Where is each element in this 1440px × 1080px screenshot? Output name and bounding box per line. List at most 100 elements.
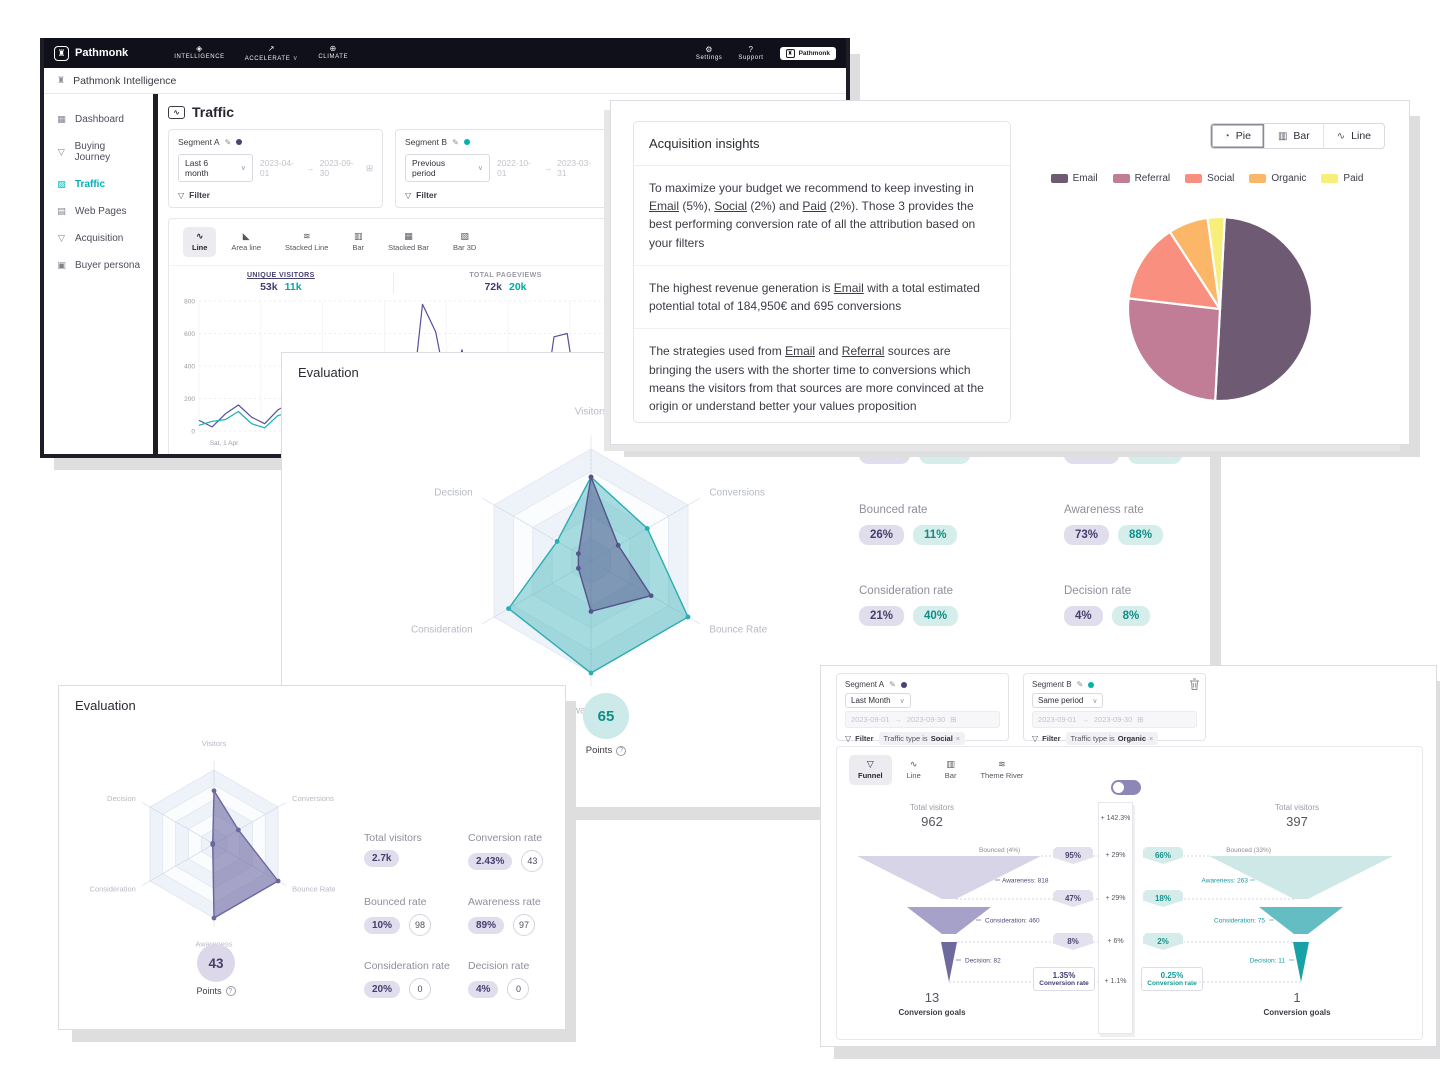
pathmonk-logo[interactable]: ♜ Pathmonk — [54, 45, 128, 61]
stat-cell: Consideration rate 20% 0 — [364, 960, 468, 1000]
segment-b-date-range[interactable]: 2022-10-01 → 2023-03-31 ⊞ — [496, 158, 611, 178]
calendar-icon: ⊞ — [365, 162, 373, 173]
sidebar: ▦ Dashboard ▽ Buying Journey ▨ Traffic ▤ Web… — [44, 94, 158, 454]
tab-theme-river[interactable]: ≋ Theme River — [980, 759, 1024, 781]
funnel-chart-card: ▽ Funnel ∿ Line ▥ Bar ≋ Theme River Total vi… — [836, 746, 1423, 1040]
edit-pencil-icon[interactable]: ✎ — [224, 137, 232, 147]
sidebar-item-buying-journey[interactable]: ▽ Buying Journey — [44, 133, 153, 171]
sidebar-item-buyer-persona[interactable]: ▣ Buyer persona — [44, 252, 153, 279]
segment-a-period-select[interactable]: Last 6 month ∨ — [178, 154, 253, 182]
filter-icon: ▽ — [1032, 734, 1039, 743]
metric-total-pageviews[interactable]: TOTAL PAGEVIEWS 72k 20k — [392, 272, 618, 293]
insight-paragraph: The highest revenue generation is Email … — [634, 266, 1010, 330]
persona-icon: ▣ — [57, 260, 66, 270]
bar-3d-icon: ▧ — [460, 231, 469, 241]
stat-cell: Awareness rate 73% 88% — [1064, 504, 1269, 545]
sidebar-item-traffic[interactable]: ▨ Traffic — [44, 171, 153, 198]
legend-swatch — [1050, 174, 1068, 183]
tab-stacked-bar[interactable]: ▦ Stacked Bar — [388, 231, 429, 253]
legend-item[interactable]: Email — [1050, 173, 1098, 184]
support-button[interactable]: ? Support — [738, 45, 763, 61]
comparison-toggle[interactable] — [1111, 780, 1141, 795]
edit-pencil-icon[interactable]: ✎ — [889, 680, 896, 689]
tab-line[interactable]: ∿ Line — [183, 227, 217, 257]
legend-item[interactable]: Paid — [1321, 173, 1363, 184]
legend-item[interactable]: Social — [1185, 173, 1234, 184]
stat-cell: Bounced rate 10% 98 — [364, 896, 468, 936]
segment-a-filter-button[interactable]: ▽ Filter — [845, 734, 874, 743]
pie-view-button[interactable]: ◔ Pie — [1211, 124, 1264, 148]
tab-stacked-line[interactable]: ≋ Stacked Line — [285, 231, 329, 253]
legend-item[interactable]: Referral — [1112, 173, 1170, 184]
segment-b-filter-button[interactable]: ▽ Filter — [1032, 734, 1061, 743]
segment-a-filter-button[interactable]: ▽ Filter — [178, 190, 210, 200]
theme-river-icon: ≋ — [998, 759, 1006, 769]
segment-b-period-select[interactable]: Previous period ∨ — [405, 154, 490, 182]
settings-button[interactable]: ⚙ Settings — [696, 45, 722, 61]
segment-a-value-badge: 1.33% — [1064, 444, 1119, 464]
bar-view-button[interactable]: ▥ Bar — [1263, 124, 1323, 148]
segment-b-period-select[interactable]: Same period ∨ — [1032, 693, 1104, 708]
nav-accelerate[interactable]: ↗ ACCELERATE ∨ — [245, 44, 299, 62]
breadcrumb-label: Pathmonk Intelligence — [73, 74, 177, 87]
breadcrumb-app-icon: ♜ — [57, 75, 66, 85]
legend-swatch — [1249, 174, 1267, 183]
help-icon[interactable]: ? — [225, 986, 236, 996]
edit-pencil-icon[interactable]: ✎ — [1076, 680, 1084, 689]
tab-line[interactable]: ∿ Line — [906, 759, 921, 781]
legend-item[interactable]: Organic — [1249, 173, 1306, 184]
tab-bar[interactable]: ▥ Bar — [352, 231, 365, 253]
segment-b-card: Segment B ✎ Same period ∨ 2023-09-01 → 2023-… — [1023, 673, 1206, 745]
sidebar-item-dashboard[interactable]: ▦ Dashboard — [44, 106, 153, 133]
sidebar-item-web-pages[interactable]: ▤ Web Pages — [44, 198, 153, 225]
segment-a-date-range[interactable]: 2023-09-01 → 2023-09-30 ⊞ — [845, 711, 1000, 728]
svg-text:Decision: 11: Decision: 11 — [1250, 958, 1286, 965]
sidebar-item-label: Traffic — [75, 179, 106, 190]
pie-legend: Email Referral Social Organic Paid — [1025, 173, 1389, 184]
acquisition-insights-window: Acquisition insights To maximize your bu… — [610, 100, 1410, 445]
delete-segment-icon[interactable] — [1189, 678, 1200, 691]
total-visitors-label: Total visitors — [1274, 803, 1319, 812]
stat-cell: Decision rate 4% 0 — [468, 960, 562, 1000]
acquisition-pie-card: ◔ Pie ▥ Bar ∿ Line Email Referral Social Or… — [1025, 121, 1389, 423]
metric-unique-visitors[interactable]: UNIQUE VISITORS 53k 11k — [246, 272, 315, 293]
svg-text:Decision: Decision — [107, 794, 136, 803]
help-icon[interactable]: ? — [616, 745, 627, 756]
tab-bar[interactable]: ▥ Bar — [944, 759, 957, 781]
svg-text:Conversions: Conversions — [709, 488, 765, 499]
traffic-chart-icon: ∿ — [168, 105, 185, 119]
conversion-rate-box: 0.25% Conversion rate — [1141, 967, 1203, 991]
value-badge: 4% — [468, 980, 499, 998]
remove-filter-icon: × — [955, 734, 961, 743]
sidebar-item-acquisition[interactable]: ▽ Acquisition — [44, 225, 153, 252]
tab-funnel[interactable]: ▽ Funnel — [849, 755, 892, 785]
filter-chip-organic[interactable]: Traffic type is Organic × — [1065, 732, 1159, 745]
segment-a-period-select[interactable]: Last Month ∨ — [845, 693, 911, 708]
segment-b-date-range[interactable]: 2023-09-01 → 2023-09-30 ⊞ — [1032, 711, 1197, 728]
svg-text:Consideration: 460: Consideration: 460 — [985, 918, 1040, 925]
segment-a-date-range[interactable]: 2023-04-01 → 2023-09-30 ⊞ — [259, 158, 373, 178]
segment-b-value-badge: 40% — [913, 606, 959, 626]
calendar-icon: ⊞ — [603, 162, 611, 173]
tab-area-line[interactable]: ◣ Area line — [231, 231, 262, 253]
total-visitors-value: 397 — [1286, 814, 1308, 829]
line-view-button[interactable]: ∿ Line — [1322, 124, 1384, 148]
filter-icon: ▽ — [845, 734, 852, 743]
filter-chip-social[interactable]: Traffic type is Social × — [878, 732, 966, 745]
evaluation-stats: Total visitors 2.7k Conversion rate 2.43% 4… — [364, 832, 562, 1000]
chevron-down-icon: ∨ — [899, 697, 905, 705]
tab-bar-3d[interactable]: ▧ Bar 3D — [452, 231, 477, 253]
top-nav: ◈ INTELLIGENCE ↗ ACCELERATE ∨ ⊕ CLIMATE — [174, 44, 348, 62]
segment-b-filter-button[interactable]: ▽ Filter — [405, 190, 437, 200]
svg-text:Awareness: 818: Awareness: 818 — [1002, 878, 1049, 885]
segment-b-color-dot — [463, 139, 470, 145]
nav-intelligence[interactable]: ◈ INTELLIGENCE — [174, 44, 225, 62]
account-button[interactable]: ♜ Pathmonk — [779, 46, 836, 60]
acquisition-pie-chart — [1126, 215, 1314, 403]
nav-climate[interactable]: ⊕ CLIMATE — [318, 44, 348, 62]
funnel-view-tabs: ▽ Funnel ∿ Line ▥ Bar ≋ Theme River — [837, 747, 1422, 785]
pathmonk-logo-icon: ♜ — [54, 45, 69, 61]
insight-paragraph: The strategies used from Email and Refer… — [649, 344, 984, 414]
edit-pencil-icon[interactable]: ✎ — [452, 137, 459, 147]
page-title: ∿ Traffic — [168, 104, 836, 120]
